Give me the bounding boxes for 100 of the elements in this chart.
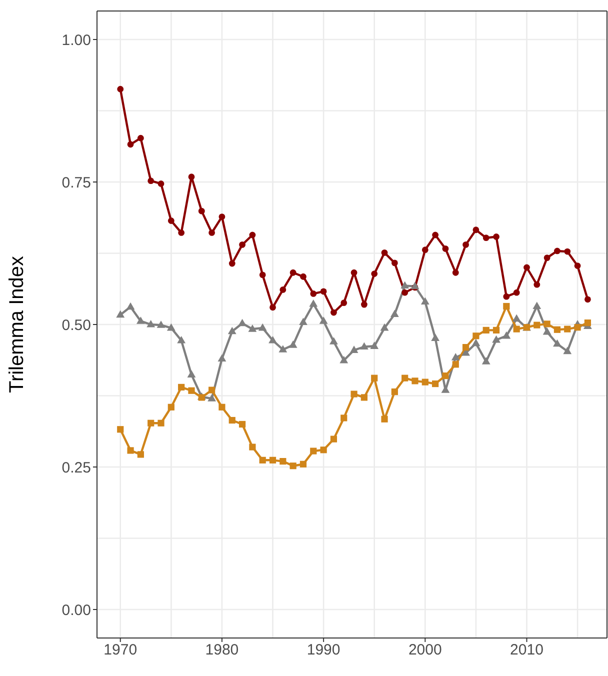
point [218,404,226,410]
point [442,245,449,252]
point [432,380,439,388]
y-tick-label: 0.50 [62,316,91,334]
point [310,448,317,454]
point [553,339,562,347]
point [238,318,246,326]
point [299,318,308,326]
point [350,390,358,398]
point [493,234,500,240]
point [320,288,327,295]
point [208,230,215,236]
point [290,269,296,276]
point [400,281,410,289]
point [270,304,276,311]
point [472,338,480,346]
point [420,297,430,304]
point [310,290,317,297]
point [320,446,327,454]
point [542,327,552,335]
point [188,387,195,394]
point [168,404,174,410]
point [218,214,226,220]
point [168,218,174,224]
point [350,346,358,353]
point [340,414,348,422]
x-tick-label: 1980 [205,642,239,659]
point [544,320,550,328]
point [381,416,388,422]
point [532,302,542,310]
point [136,316,145,324]
point [146,320,156,328]
y-axis-title: Trilemma Index [6,256,28,394]
point [340,300,348,306]
point [563,346,572,354]
point [330,436,338,442]
point [177,336,186,344]
point [512,314,521,322]
point [564,248,571,255]
point [239,242,246,248]
point [360,301,368,308]
point [228,416,236,424]
point [126,302,135,310]
point [452,269,459,276]
point [288,340,298,348]
point [340,356,348,364]
point [482,234,490,242]
point [300,460,307,468]
point [127,447,134,454]
point [402,374,408,382]
point [178,230,185,236]
point [330,309,337,316]
point [544,254,550,262]
point [432,232,439,238]
point [166,323,176,331]
point [371,374,378,382]
point [208,386,216,394]
x-tick-label: 1990 [306,642,340,659]
point [309,299,318,307]
point [148,420,154,426]
point [290,462,296,470]
x-tick-label: 1970 [104,642,138,659]
point [422,378,428,386]
point [380,323,389,331]
point [492,326,500,334]
point [116,310,125,318]
y-tick-label: 1.00 [62,32,91,49]
point [472,332,480,340]
point [503,293,510,300]
point [259,272,266,278]
point [268,336,277,344]
point [178,384,185,390]
point [462,242,469,248]
point [350,269,358,276]
point [249,444,256,450]
point [127,141,134,148]
point [259,456,266,464]
point [360,394,368,401]
point [300,273,306,280]
point [482,326,490,334]
point [442,372,449,380]
point [472,226,480,234]
point [513,326,520,332]
point [584,296,591,303]
point [574,262,581,269]
point [360,342,368,350]
x-tick-label: 2000 [408,642,442,659]
point [554,326,561,333]
point [492,335,500,343]
point [422,246,428,254]
point [117,86,124,92]
point [158,180,164,187]
point [584,319,591,326]
y-tick-label: 0.75 [62,174,91,192]
point [228,326,236,334]
point [280,458,286,465]
point [248,324,257,332]
point [280,286,286,293]
point [188,174,195,180]
point [258,323,267,331]
